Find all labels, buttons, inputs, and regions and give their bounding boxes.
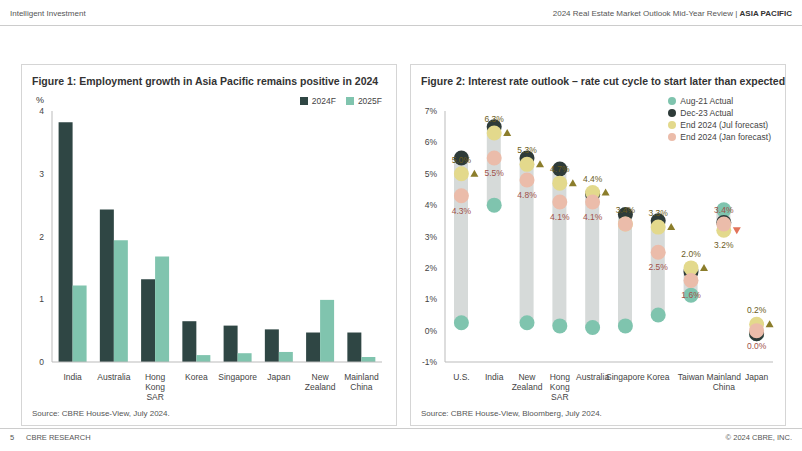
svg-text:U.S.: U.S.	[453, 372, 470, 382]
html-text:2024F: 2024F	[311, 96, 336, 106]
html-text:End 2024 (Jul forecast): End 2024 (Jul forecast)	[680, 120, 769, 130]
svg-text:Korea: Korea	[185, 372, 208, 382]
svg-text:Australia: Australia	[576, 372, 609, 382]
svg-text:6%: 6%	[425, 137, 438, 147]
svg-text:2: 2	[39, 232, 44, 242]
svg-text:1: 1	[39, 294, 44, 304]
html-text:Source: CBRE House-View, July: Source: CBRE House-View, July 2024.	[32, 409, 170, 418]
svg-text:3.4%: 3.4%	[616, 205, 636, 215]
svg-text:0.0%: 0.0%	[747, 341, 767, 351]
svg-text:1%: 1%	[425, 294, 438, 304]
svg-text:0%: 0%	[425, 326, 438, 336]
svg-text:3.2%: 3.2%	[714, 240, 734, 250]
svg-text:-1%: -1%	[422, 357, 438, 367]
svg-text:HongKongSAR: HongKongSAR	[550, 372, 571, 402]
svg-text:3.4%: 3.4%	[714, 205, 734, 215]
html-text:5: 5	[10, 433, 15, 442]
html-text:2025F: 2025F	[357, 96, 382, 106]
svg-text:0.2%: 0.2%	[747, 305, 767, 315]
svg-text:HongKongSAR: HongKongSAR	[145, 372, 166, 402]
svg-text:NewZealand: NewZealand	[305, 372, 336, 392]
html-text:2024 Real Estate Market Outloo: 2024 Real Estate Market Outlook Mid-Year…	[552, 9, 792, 18]
svg-text:4.8%: 4.8%	[517, 190, 537, 200]
svg-text:India: India	[63, 372, 82, 382]
svg-text:4.1%: 4.1%	[550, 212, 570, 222]
html-text:CBRE RESEARCH: CBRE RESEARCH	[26, 433, 91, 442]
svg-text:2.5%: 2.5%	[649, 262, 669, 272]
svg-text:Taiwan: Taiwan	[678, 372, 705, 382]
svg-text:3: 3	[39, 169, 44, 179]
svg-text:4%: 4%	[425, 200, 438, 210]
html-text:Figure 2: Interest rate outloo: Figure 2: Interest rate outlook – rate c…	[421, 75, 786, 87]
svg-text:Japan: Japan	[267, 372, 290, 382]
svg-text:4: 4	[39, 106, 44, 116]
svg-text:Singapore: Singapore	[606, 372, 645, 382]
svg-text:5%: 5%	[425, 169, 438, 179]
html-text:Source: CBRE House-View, Bloom: Source: CBRE House-View, Bloomberg, July…	[421, 409, 602, 418]
svg-text:Singapore: Singapore	[218, 372, 257, 382]
html-text:© 2024 CBRE, INC.: © 2024 CBRE, INC.	[725, 433, 792, 442]
svg-text:5.0%: 5.0%	[452, 155, 472, 165]
svg-text:2%: 2%	[425, 263, 438, 273]
svg-text:0: 0	[39, 357, 44, 367]
html-text:Intelligent Investment: Intelligent Investment	[10, 9, 86, 18]
svg-text:India: India	[485, 372, 504, 382]
svg-text:3.3%: 3.3%	[649, 208, 669, 218]
html-text:Dec-23 Actual: Dec-23 Actual	[680, 108, 734, 118]
html-text:End 2024 (Jan forecast): End 2024 (Jan forecast)	[680, 132, 771, 142]
svg-text:4.7%: 4.7%	[550, 164, 570, 174]
html-text:Figure 1: Employment growth in: Figure 1: Employment growth in Asia Paci…	[32, 75, 379, 87]
svg-text:4.4%: 4.4%	[583, 174, 603, 184]
svg-text:MainlandChina: MainlandChina	[707, 372, 742, 392]
html-text:Aug-21 Actual: Aug-21 Actual	[680, 96, 734, 106]
svg-text:Japan: Japan	[745, 372, 768, 382]
svg-text:7%: 7%	[425, 106, 438, 116]
svg-text:NewZealand: NewZealand	[512, 372, 543, 392]
svg-text:1.6%: 1.6%	[681, 290, 701, 300]
svg-text:2.0%: 2.0%	[681, 249, 701, 259]
svg-text:3%: 3%	[425, 232, 438, 242]
svg-text:5.3%: 5.3%	[517, 145, 537, 155]
svg-text:MainlandChina: MainlandChina	[344, 372, 379, 392]
svg-text:Korea: Korea	[647, 372, 670, 382]
svg-text:6.3%: 6.3%	[485, 114, 505, 124]
svg-text:5.5%: 5.5%	[485, 168, 505, 178]
svg-text:Australia: Australia	[97, 372, 130, 382]
svg-text:4.1%: 4.1%	[583, 212, 603, 222]
svg-text:4.3%: 4.3%	[452, 206, 472, 216]
